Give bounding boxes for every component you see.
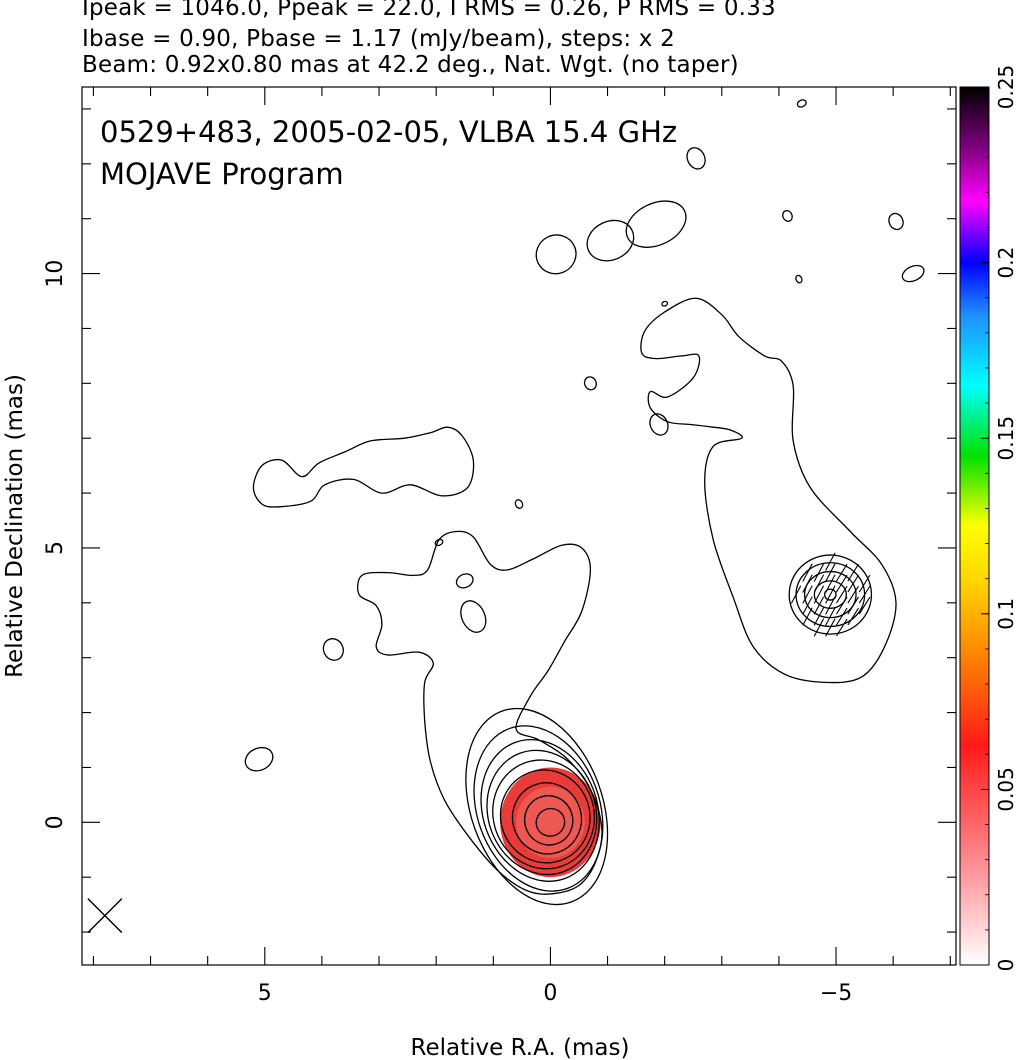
isolated-contour xyxy=(782,209,793,222)
x-tick-label: 5 xyxy=(258,981,272,1006)
isolated-contour xyxy=(434,538,444,547)
isolated-contour xyxy=(686,147,706,170)
polarization-vector xyxy=(835,563,848,582)
polarization-vector xyxy=(813,607,825,626)
colorbar xyxy=(959,86,990,966)
core-contour xyxy=(486,749,598,876)
polarization-vector xyxy=(825,563,836,582)
polarization-vector xyxy=(790,585,802,604)
colorbar-tick-label: 0.1 xyxy=(994,598,1018,630)
y-tick-label: 5 xyxy=(43,541,68,555)
colorbar-labels: 0 0.05 0.1 0.15 0.2 0.25 xyxy=(981,65,1018,972)
isolated-contour xyxy=(244,746,274,772)
source-label: 0529+483, 2005-02-05, VLBA 15.4 GHz xyxy=(100,115,677,149)
isolated-contour xyxy=(514,499,524,509)
polarization-vector xyxy=(825,574,836,593)
inner-jet-contour xyxy=(357,530,603,895)
polarization-vector xyxy=(802,607,813,626)
polarization-vector xyxy=(802,574,813,593)
polarization-vector xyxy=(825,552,836,571)
polarization-vector xyxy=(813,563,825,582)
contour-layer xyxy=(87,99,925,934)
polarization-vector xyxy=(813,618,825,637)
polarization-vector xyxy=(858,585,871,604)
colorbar-tick-label: 0.2 xyxy=(994,247,1018,279)
isolated-contour xyxy=(649,413,669,436)
polarization-vector xyxy=(825,596,836,615)
plot-frame xyxy=(81,86,957,966)
isolated-contour xyxy=(322,638,344,661)
polarization-vector xyxy=(825,585,836,604)
polarization-vector xyxy=(802,585,813,604)
core-contour xyxy=(492,759,596,870)
colorbar-tick-label: 0.15 xyxy=(994,416,1018,461)
core-contour xyxy=(465,707,609,906)
core-contour xyxy=(473,725,604,892)
polarization-vector xyxy=(847,563,859,582)
polarization-vector xyxy=(825,618,836,637)
isolated-contour xyxy=(460,600,487,633)
core-contour xyxy=(499,769,591,864)
core-contour xyxy=(480,739,600,882)
component-contour xyxy=(823,588,837,601)
polarization-vector xyxy=(825,607,836,626)
y-tick-label: 10 xyxy=(43,260,68,288)
colorbar-tick-label: 0 xyxy=(994,959,1018,972)
colorbar-tick-label: 0.05 xyxy=(994,767,1018,812)
isolated-contour xyxy=(661,300,669,307)
mid-blob-contour xyxy=(252,426,475,508)
header-peak-line: Ipeak = 1046.0, Ppeak = 22.0, I RMS = 0.… xyxy=(82,0,776,21)
program-label: MOJAVE Program xyxy=(100,157,344,191)
outer-jet-contour xyxy=(640,297,897,684)
axis-ticks: 5 0 −5 0 5 10 xyxy=(43,87,956,1006)
component-contour xyxy=(788,554,873,635)
polarization-vector xyxy=(813,574,825,593)
polarization-vector xyxy=(835,585,848,604)
component-contour xyxy=(813,580,847,609)
polarization-vector xyxy=(835,596,848,615)
isolated-contour xyxy=(901,264,925,283)
header-base-line: Ibase = 0.90, Pbase = 1.17 (mJy/beam), s… xyxy=(82,26,675,52)
polarization-vector xyxy=(847,574,859,593)
isolated-contour xyxy=(583,376,597,391)
core-contour xyxy=(535,807,566,837)
polarization-vector xyxy=(802,563,813,582)
isolated-contour xyxy=(455,573,474,589)
isolated-contour xyxy=(535,234,577,275)
beam-cross-b xyxy=(87,898,123,934)
x-tick-label: −5 xyxy=(820,981,852,1006)
colorbar-tick-label: 0.25 xyxy=(994,65,1018,110)
isolated-contour xyxy=(586,219,635,262)
polarization-vector xyxy=(847,607,859,626)
polarization-vector xyxy=(813,596,825,615)
header-beam-line: Beam: 0.92x0.80 mas at 42.2 deg., Nat. W… xyxy=(82,52,739,78)
polarization-vector xyxy=(835,574,848,593)
y-tick-label: 0 xyxy=(43,815,68,829)
polarization-vector xyxy=(858,596,871,615)
polarization-vector xyxy=(858,574,871,593)
polarization-vector xyxy=(813,585,825,604)
isolated-contour xyxy=(796,99,807,108)
isolated-contour xyxy=(625,200,687,248)
polarization-vector xyxy=(835,607,848,626)
isolated-contour xyxy=(795,274,803,284)
core-contour xyxy=(511,782,583,855)
y-axis-title: Relative Declination (mas) xyxy=(2,374,28,678)
isolated-contour xyxy=(888,212,904,231)
core-contour xyxy=(523,795,574,846)
x-tick-label: 0 xyxy=(543,981,557,1006)
polarization-vector xyxy=(847,596,859,615)
x-axis-title: Relative R.A. (mas) xyxy=(411,1035,630,1060)
polarization-vector xyxy=(802,596,813,615)
polarization-vector xyxy=(835,618,848,637)
polarization-vector xyxy=(847,585,859,604)
